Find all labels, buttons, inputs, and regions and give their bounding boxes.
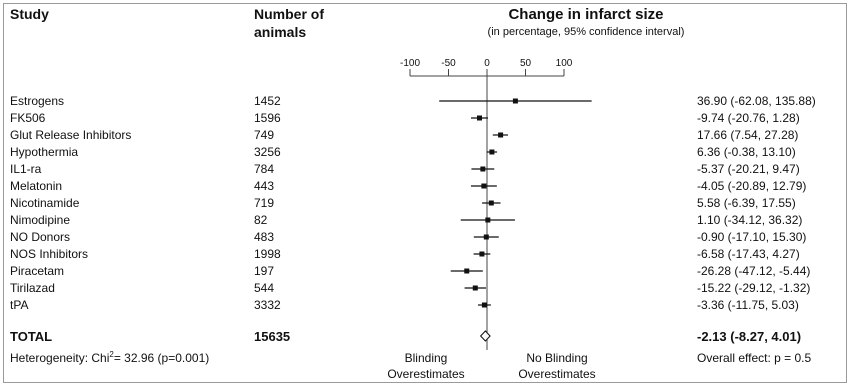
point-estimate bbox=[488, 200, 494, 206]
total-row: TOTAL 15635 -2.13 (-8.27, 4.01) bbox=[10, 329, 801, 344]
x-tick-label: 50 bbox=[520, 58, 532, 69]
study-row: FK506 1596 -9.74 (-20.76, 1.28) bbox=[10, 111, 800, 125]
left-direction-label-line1: Blinding bbox=[405, 351, 448, 365]
study-name: Nicotinamide bbox=[10, 196, 80, 210]
study-row: Nimodipine 82 1.10 (-34.12, 36.32) bbox=[10, 213, 802, 227]
point-estimate bbox=[481, 183, 487, 189]
study-name: Nimodipine bbox=[10, 213, 70, 227]
heterogeneity-superscript: 2 bbox=[109, 350, 114, 359]
animal-count: 443 bbox=[254, 179, 274, 193]
heterogeneity-suffix: = 32.96 (p=0.001) bbox=[114, 351, 209, 365]
x-axis: -100 -50 0 50 100 bbox=[400, 58, 573, 350]
animal-count: 3256 bbox=[254, 145, 281, 159]
ci-text: -4.05 (-20.89, 12.79) bbox=[697, 179, 806, 193]
animals-column-header-line1: Number of bbox=[254, 6, 324, 22]
heterogeneity-prefix: Heterogeneity: Chi bbox=[10, 351, 109, 365]
ci-text: 5.58 (-6.39, 17.55) bbox=[697, 196, 796, 210]
study-row: Estrogens 1452 36.90 (-62.08, 135.88) bbox=[10, 94, 816, 108]
x-tick-label: -50 bbox=[441, 58, 456, 69]
study-row: tPA 3332 -3.36 (-11.75, 5.03) bbox=[10, 298, 799, 312]
animal-count: 1452 bbox=[254, 94, 281, 108]
overall-effect-text: Overall effect: p = 0.5 bbox=[697, 351, 812, 365]
study-row: Glut Release Inhibitors 749 17.66 (7.54, 2… bbox=[10, 128, 798, 142]
total-label: TOTAL bbox=[10, 329, 52, 344]
point-estimate bbox=[464, 268, 470, 274]
ci-text: 6.36 (-0.38, 13.10) bbox=[697, 145, 796, 159]
x-tick-label: 0 bbox=[484, 58, 490, 69]
animal-count: 3332 bbox=[254, 298, 281, 312]
figure-border bbox=[3, 3, 847, 383]
study-name: NO Donors bbox=[10, 230, 70, 244]
study-row: Piracetam 197 -26.28 (-47.12, -5.44) bbox=[10, 264, 810, 278]
animal-count: 82 bbox=[254, 213, 268, 227]
point-estimate bbox=[489, 149, 495, 155]
ci-text: -0.90 (-17.10, 15.30) bbox=[697, 230, 806, 244]
animal-count: 1596 bbox=[254, 111, 281, 125]
ci-text: -5.37 (-20.21, 9.47) bbox=[697, 162, 800, 176]
point-estimate bbox=[477, 115, 483, 121]
study-name: Tirilazad bbox=[10, 281, 55, 295]
ci-text: 17.66 (7.54, 27.28) bbox=[697, 128, 798, 142]
ci-text: -3.36 (-11.75, 5.03) bbox=[697, 298, 799, 312]
right-direction-label-line1: No Blinding bbox=[526, 351, 587, 365]
animal-count: 749 bbox=[254, 128, 274, 142]
point-estimate bbox=[472, 285, 478, 291]
ci-text: 36.90 (-62.08, 135.88) bbox=[697, 94, 816, 108]
study-name: FK506 bbox=[10, 111, 46, 125]
animal-count: 483 bbox=[254, 230, 274, 244]
ci-text: -15.22 (-29.12, -1.32) bbox=[697, 281, 810, 295]
study-row: Nicotinamide 719 5.58 (-6.39, 17.55) bbox=[10, 196, 796, 210]
point-estimate bbox=[485, 217, 491, 223]
point-estimate bbox=[481, 302, 487, 308]
animal-count: 719 bbox=[254, 196, 274, 210]
study-name: IL1-ra bbox=[10, 162, 42, 176]
study-rows: Estrogens 1452 36.90 (-62.08, 135.88) FK506… bbox=[10, 94, 816, 312]
x-tick-label: 100 bbox=[556, 58, 573, 69]
effect-column-subtitle: (in percentage, 95% confidence interval) bbox=[488, 26, 685, 38]
animal-count: 544 bbox=[254, 281, 274, 295]
total-effect-diamond bbox=[479, 330, 491, 342]
animal-count: 784 bbox=[254, 162, 274, 176]
point-estimate bbox=[498, 132, 504, 138]
study-row: Hypothermia 3256 6.36 (-0.38, 13.10) bbox=[10, 145, 796, 159]
point-estimate bbox=[512, 98, 518, 104]
study-row: NOS Inhibitors 1998 -6.58 (-17.43, 4.27) bbox=[10, 247, 800, 261]
right-direction-label-line2: Overestimates bbox=[518, 367, 595, 381]
study-name: Glut Release Inhibitors bbox=[10, 128, 131, 142]
study-row: Melatonin 443 -4.05 (-20.89, 12.79) bbox=[10, 179, 806, 193]
ci-text: -9.74 (-20.76, 1.28) bbox=[697, 111, 800, 125]
study-name: Estrogens bbox=[10, 94, 64, 108]
ci-text: 1.10 (-34.12, 36.32) bbox=[697, 213, 802, 227]
ci-text: -26.28 (-47.12, -5.44) bbox=[697, 264, 810, 278]
study-name: Hypothermia bbox=[10, 145, 78, 159]
point-estimate bbox=[479, 251, 485, 257]
animals-column-header-line2: animals bbox=[254, 24, 306, 40]
study-name: tPA bbox=[10, 298, 28, 312]
study-name: Melatonin bbox=[10, 179, 62, 193]
point-estimate bbox=[480, 166, 486, 172]
study-name: NOS Inhibitors bbox=[10, 247, 88, 261]
heterogeneity-text: Heterogeneity: Chi2= 32.96 (p=0.001) bbox=[10, 350, 209, 365]
study-column-header: Study bbox=[10, 6, 49, 22]
total-animals: 15635 bbox=[254, 329, 290, 344]
study-name: Piracetam bbox=[10, 264, 64, 278]
point-estimate bbox=[483, 234, 489, 240]
total-ci-text: -2.13 (-8.27, 4.01) bbox=[697, 329, 801, 344]
ci-text: -6.58 (-17.43, 4.27) bbox=[697, 247, 800, 261]
study-row: IL1-ra 784 -5.37 (-20.21, 9.47) bbox=[10, 162, 800, 176]
effect-column-title: Change in infarct size bbox=[508, 6, 663, 23]
study-row: NO Donors 483 -0.90 (-17.10, 15.30) bbox=[10, 230, 806, 244]
animal-count: 1998 bbox=[254, 247, 281, 261]
x-tick-label: -100 bbox=[400, 58, 420, 69]
left-direction-label-line2: Overestimates bbox=[387, 367, 464, 381]
animal-count: 197 bbox=[254, 264, 274, 278]
study-row: Tirilazad 544 -15.22 (-29.12, -1.32) bbox=[10, 281, 810, 295]
